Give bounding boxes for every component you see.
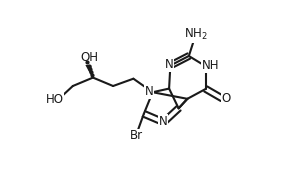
Text: NH$_2$: NH$_2$ (184, 27, 208, 42)
Text: N: N (165, 58, 174, 71)
Text: OH: OH (80, 51, 99, 64)
Text: NH: NH (202, 59, 220, 72)
Text: N: N (159, 115, 168, 128)
Text: O: O (222, 92, 231, 105)
Polygon shape (83, 58, 93, 78)
Text: Br: Br (130, 129, 143, 142)
Text: N: N (145, 85, 154, 98)
Text: HO: HO (46, 93, 64, 106)
